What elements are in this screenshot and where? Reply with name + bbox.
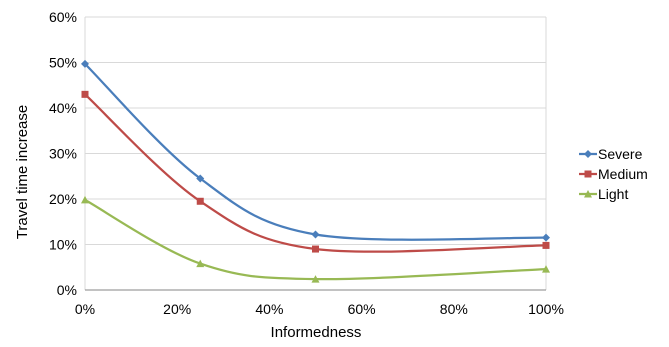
y-tick-label: 50%	[49, 55, 77, 71]
y-tick-label: 10%	[49, 237, 77, 253]
series-severe	[81, 59, 550, 242]
legend: Severe Medium Light	[579, 146, 648, 202]
data-point-light	[81, 195, 89, 204]
series-light	[81, 195, 550, 283]
data-point-light	[196, 259, 205, 268]
legend-marker	[584, 170, 592, 178]
x-tick-label: 20%	[163, 301, 191, 317]
grid	[85, 16, 546, 245]
series-line-severe	[83, 62, 548, 241]
data-point-severe	[81, 59, 89, 68]
data-point-light	[311, 275, 320, 283]
y-axis-title: Travel time increase	[14, 105, 31, 240]
legend-marker	[584, 190, 592, 198]
x-tick-label: 60%	[348, 301, 376, 317]
x-axis-title: Informedness	[271, 324, 362, 341]
legend-label: Medium	[598, 166, 648, 182]
legend-label: Severe	[598, 146, 643, 162]
data-point-medium	[542, 241, 550, 249]
x-tick-label: 40%	[255, 301, 283, 317]
data-point-medium	[312, 245, 319, 253]
y-tick-label: 60%	[49, 9, 77, 25]
tick-labels: 0% 10% 20% 30% 40% 50% 60% 0% 20% 40% 60% 80% 100%	[49, 9, 564, 317]
y-tick-label: 0%	[57, 282, 77, 298]
series-line-light	[83, 198, 548, 281]
x-tick-label: 0%	[75, 301, 95, 317]
x-tick-label: 80%	[440, 301, 468, 317]
data-point-medium	[81, 90, 89, 98]
series-group	[81, 59, 550, 283]
data-point-severe	[311, 230, 320, 239]
legend-item-medium: Medium	[579, 166, 648, 182]
legend-label: Light	[598, 186, 628, 202]
legend-item-light: Light	[579, 186, 628, 202]
y-tick-label: 20%	[49, 191, 77, 207]
legend-marker	[584, 150, 592, 158]
data-point-light	[542, 265, 550, 273]
x-tick-label: 100%	[528, 301, 564, 317]
y-tick-label: 40%	[49, 100, 77, 116]
series-medium	[81, 90, 550, 253]
data-point-severe	[542, 233, 550, 242]
series-line-medium	[83, 93, 548, 253]
legend-item-severe: Severe	[579, 146, 643, 162]
y-tick-label: 30%	[49, 146, 77, 162]
data-point-severe	[196, 174, 205, 183]
data-point-medium	[196, 197, 204, 205]
